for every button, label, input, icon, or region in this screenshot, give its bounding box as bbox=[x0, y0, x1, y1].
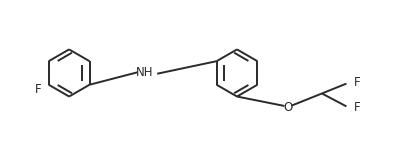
Text: F: F bbox=[354, 101, 360, 114]
Text: NH: NH bbox=[135, 66, 153, 79]
Text: O: O bbox=[283, 101, 292, 114]
Text: F: F bbox=[34, 83, 41, 96]
Text: F: F bbox=[354, 76, 360, 89]
